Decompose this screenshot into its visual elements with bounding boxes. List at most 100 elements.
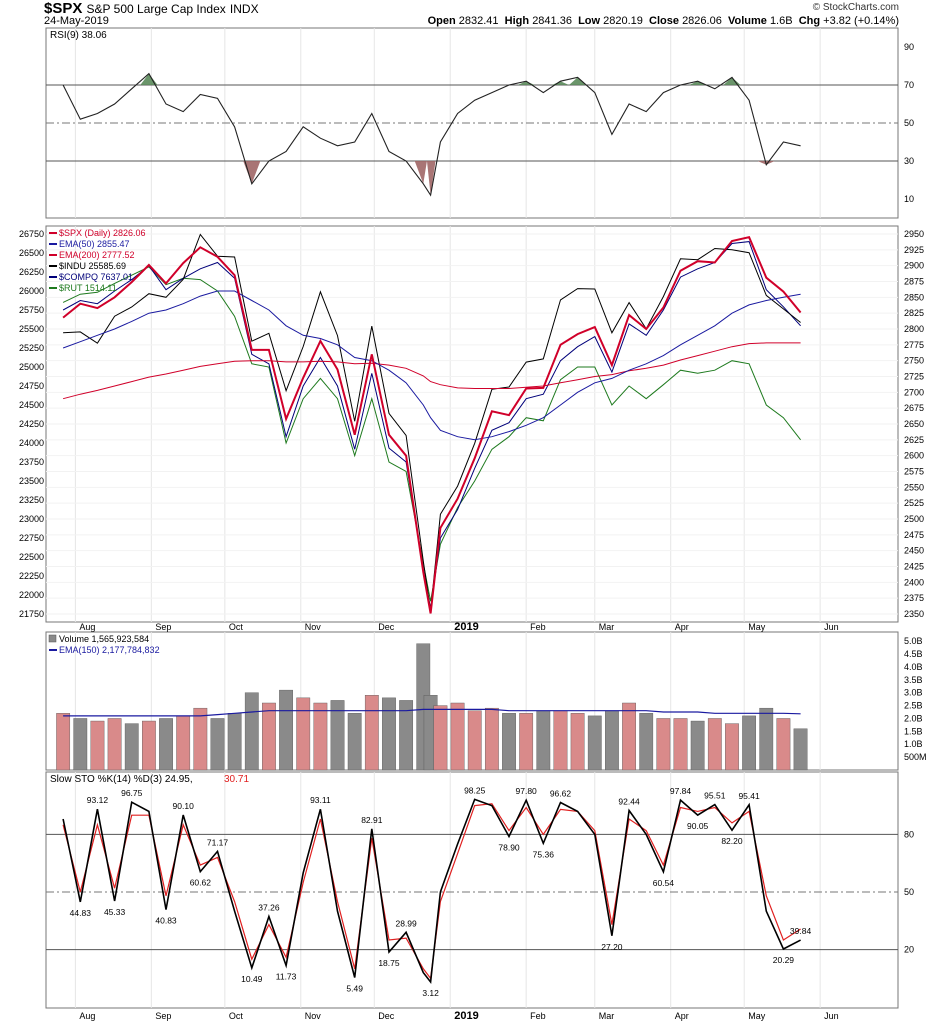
sto-annotation: 45.33 [104,907,126,917]
rsi-y-tick: 10 [904,194,914,204]
x-tick-label: Nov [305,622,322,632]
price-left-tick: 22000 [19,590,44,600]
sto-k-line [62,798,801,985]
rsi-line [62,72,801,197]
sto-annotation: 60.62 [190,878,212,888]
volume-bar [124,723,139,771]
volume-bar [605,710,619,771]
volume-bar [330,700,345,771]
volume-bar [742,715,756,771]
volume-y-tick: 3.5B [904,675,923,685]
legend-label: $SPX (Daily) 2826.06 [59,228,146,238]
volume-bar [502,713,516,771]
volume-bar [690,720,705,771]
volume-value: 1.6B [769,15,793,27]
volume-bar [90,720,105,771]
sto-annotation: 82.91 [361,815,383,825]
sto-annotation: 96.62 [550,788,572,798]
sto-annotation: 40.83 [155,916,177,926]
volume-title: Volume 1,565,923,584 [59,634,149,644]
volume-legend-swatch [48,634,57,643]
price-left-tick: 24250 [19,419,44,429]
volume-bar [776,718,791,771]
x-tick-label-bottom: Mar [599,1011,615,1021]
ohlc-readout: Open 2832.41 High 2841.36 Low 2820.19 Cl… [428,15,899,27]
sto-annotation: 82.20 [721,836,743,846]
volume-bar [707,718,722,771]
price-right-tick: 2925 [904,245,924,255]
price-right-tick: 2825 [904,308,924,318]
volume-bar [433,705,448,771]
sto-annotation: 39.84 [790,926,812,936]
rsi-oversold-fill [414,161,427,184]
low-value: 2820.19 [603,15,643,27]
volume-bar [142,720,156,771]
volume-y-tick: 4.0B [904,662,923,672]
sto-annotation: 97.84 [670,786,692,796]
price-series-ema50 [62,290,801,441]
volume-bar [176,715,191,771]
volume-y-tick: 4.5B [904,649,923,659]
price-right-tick: 2775 [904,340,924,350]
x-tick-label: Oct [229,622,244,632]
x-tick-label: Mar [599,622,615,632]
volume-bar [622,702,636,771]
sto-annotation: 96.75 [121,788,143,798]
chg-label: Chg [798,15,821,27]
volume-bar [759,707,774,771]
low-label: Low [578,15,601,27]
price-left-tick: 23250 [19,495,44,505]
symbol-title: $SPX S&P 500 Large Cap Index INDX [44,0,259,17]
sto-annotation: 11.73 [276,971,297,981]
panel-frame-sto [45,771,899,1009]
price-left-tick: 25750 [19,305,44,315]
price-left-tick: 26500 [19,248,44,258]
rsi-y-tick: 50 [904,118,914,128]
rsi-y-tick: 90 [904,42,914,52]
volume-bar [210,718,225,771]
price-right-tick: 2800 [904,324,924,334]
price-right-tick: 2725 [904,372,924,382]
price-left-tick: 25000 [19,362,44,372]
volume-ema-label: EMA(150) 2,177,784,832 [59,645,160,655]
x-tick-label-bottom: Jun [824,1011,839,1021]
price-right-tick: 2600 [904,451,924,461]
volume-y-tick: 3.0B [904,688,923,698]
price-right-tick: 2525 [904,498,924,508]
sto-annotation: 95.41 [738,791,760,801]
price-right-tick: 2350 [904,609,924,619]
volume-bar [467,710,482,771]
volume-y-tick: 1.5B [904,726,923,736]
volume-bar [536,710,551,771]
x-tick-label-bottom: 2019 [454,1010,478,1022]
x-tick-label: May [748,622,766,632]
price-right-tick: 2425 [904,562,924,572]
sto-title-d: 30.71 [224,774,249,785]
x-tick-label-bottom: Nov [305,1011,322,1021]
volume-bar [382,697,396,771]
price-right-tick: 2550 [904,482,924,492]
x-tick-label-bottom: Aug [79,1011,95,1021]
volume-y-tick: 1.0B [904,739,923,749]
price-left-tick: 24500 [19,400,44,410]
price-series-ema200 [62,342,801,400]
price-right-tick: 2875 [904,277,924,287]
volume-bar [553,710,568,771]
x-tick-label: Aug [79,622,95,632]
rsi-oversold-fill [243,161,261,184]
volume-bar [262,702,276,771]
high-label: High [504,15,530,27]
volume-bar [484,707,499,771]
sto-annotation: 20.29 [773,955,795,965]
sto-annotation: 90.10 [173,801,195,811]
sto-annotation: 71.17 [207,837,229,847]
price-left-tick: 24000 [19,438,44,448]
price-left-tick: 23000 [19,514,44,524]
sto-title: Slow STO %K(14) %D(3) 24.95, [50,774,193,785]
x-tick-label: 2019 [454,621,478,633]
price-right-tick: 2750 [904,356,924,366]
price-right-tick: 2400 [904,577,924,587]
price-left-tick: 25500 [19,324,44,334]
